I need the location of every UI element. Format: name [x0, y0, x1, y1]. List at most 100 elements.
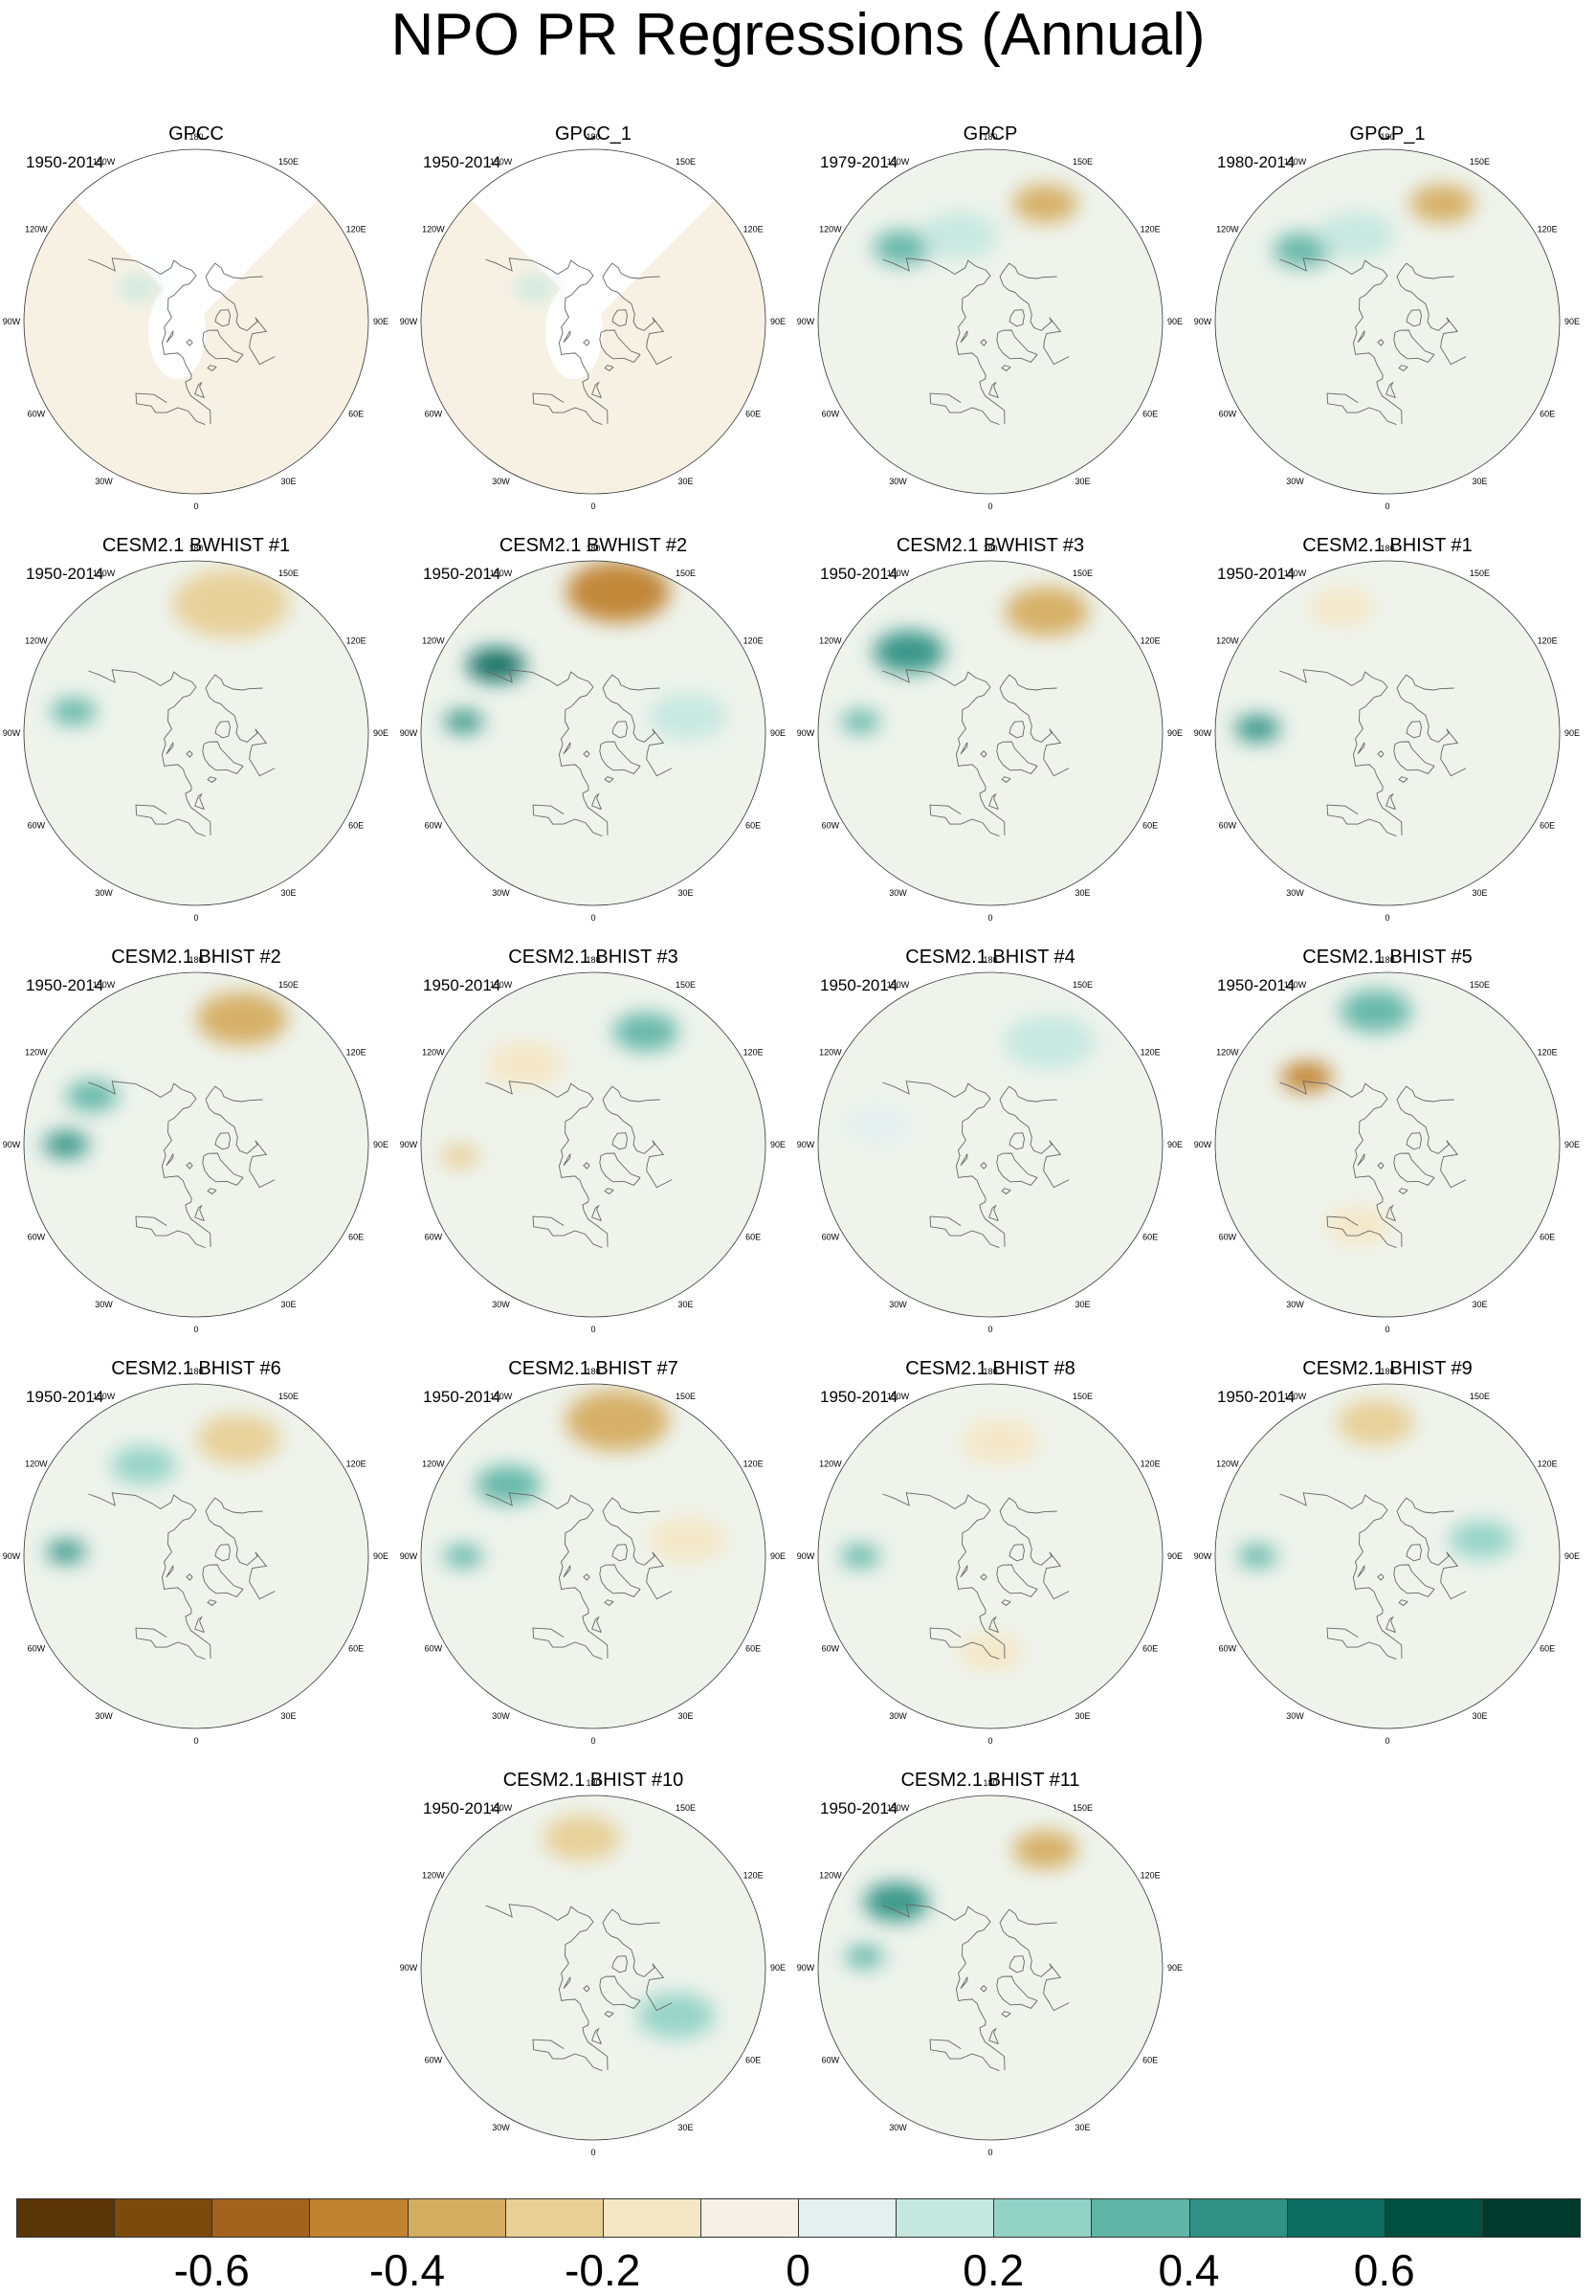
missing-data-region: [545, 283, 603, 379]
longitude-label: 150W: [93, 980, 116, 990]
coastline: [207, 365, 217, 371]
anomaly-feature: [1449, 1520, 1515, 1559]
coastline: [88, 1492, 211, 1659]
longitude-label: 120E: [1141, 225, 1161, 234]
coastline: [1406, 1132, 1422, 1150]
longitude-label: 60E: [1540, 821, 1555, 831]
map-border: [1214, 1383, 1561, 1729]
coastline: [205, 276, 276, 366]
longitude-label: 120W: [1216, 225, 1239, 234]
longitude-label: 180: [586, 1778, 600, 1788]
coastline: [485, 1492, 609, 1659]
anomaly-feature: [66, 1081, 119, 1112]
longitude-label: 60W: [28, 1644, 46, 1654]
colorbar-box: [1286, 2198, 1385, 2238]
longitude-label: 60E: [1142, 1233, 1158, 1242]
map-panel: GPCP 1979-2014 180 150E 120E 90E 60E 30E 0 30W 60W…: [797, 123, 1183, 524]
longitude-label: 90E: [1167, 317, 1183, 326]
anomaly-feature: [1273, 233, 1332, 268]
coastline: [563, 1565, 571, 1578]
longitude-label: 150E: [676, 157, 696, 167]
colorbar-tick-label: 0.2: [963, 2245, 1025, 2295]
map-panel: GPCC_1 1950-2014 180 150E 120E 90E 60E 30E 0 30W 6…: [400, 123, 786, 524]
longitude-label: 60W: [425, 1233, 443, 1242]
longitude-label: 30W: [1286, 477, 1304, 486]
coastline: [1385, 1616, 1396, 1634]
coastline: [960, 330, 968, 344]
colorbar-box: [896, 2198, 995, 2238]
anomaly-feature: [1234, 715, 1280, 743]
panel-title: CESM2.1 BWHIST #1: [101, 535, 291, 556]
colorbar-tick-label: 0.4: [1158, 2245, 1220, 2295]
colorbar-box: [993, 2198, 1093, 2238]
coastline: [1279, 257, 1403, 424]
coastline: [882, 1492, 1006, 1659]
coastline: [563, 742, 571, 755]
longitude-label: 30E: [677, 1711, 693, 1721]
colorbar-tick-label: 0: [786, 2245, 810, 2295]
polar-map: 180 150E 120E 90E 60E 30E 0 30W 60W 90W 120W 150W: [400, 132, 786, 511]
anomaly-feature: [440, 1145, 479, 1169]
anomaly-feature: [51, 698, 97, 725]
longitude-label: 30E: [1075, 2123, 1090, 2132]
coastline: [882, 1904, 1006, 2070]
longitude-label: 0: [193, 1736, 198, 1746]
longitude-label: 150W: [887, 980, 910, 990]
coastline: [1377, 750, 1385, 758]
coastline: [1396, 276, 1467, 366]
coastline: [1279, 1081, 1403, 1247]
longitude-label: 30E: [280, 477, 296, 486]
longitude-label: 30W: [889, 888, 907, 898]
longitude-label: 150W: [1284, 1392, 1307, 1401]
longitude-label: 120W: [422, 1871, 445, 1881]
coastline: [599, 1152, 641, 1186]
map-background: [1215, 149, 1560, 494]
longitude-label: 180: [983, 955, 997, 965]
map-background: [24, 561, 368, 905]
longitude-label: 60W: [425, 1644, 443, 1654]
longitude-label: 90W: [400, 1551, 418, 1561]
panel-period: 1950-2014: [26, 565, 104, 583]
longitude-label: 90E: [1564, 728, 1580, 738]
longitude-label: 180: [983, 544, 997, 553]
longitude-label: 120W: [819, 636, 842, 646]
longitude-label: 90E: [1564, 317, 1580, 326]
coastline: [929, 1627, 1000, 1661]
longitude-label: 60E: [1540, 410, 1555, 419]
longitude-label: 120E: [1538, 225, 1558, 234]
anomaly-feature: [612, 1013, 678, 1052]
coastline: [980, 1162, 987, 1170]
longitude-label: 60W: [1219, 410, 1237, 419]
colorbar-box: [1481, 2198, 1581, 2238]
polar-map: 180 150E 120E 90E 60E 30E 0 30W 60W 90W 120W 150W: [797, 955, 1183, 1334]
longitude-label: 180: [586, 544, 600, 553]
longitude-label: 30E: [1075, 888, 1090, 898]
coastline: [583, 1573, 590, 1581]
longitude-label: 90W: [1194, 728, 1212, 738]
anomaly-feature: [444, 710, 483, 734]
coastline: [611, 309, 628, 327]
longitude-label: 30E: [1075, 1300, 1090, 1309]
coastline: [1326, 1215, 1397, 1249]
coastline: [996, 1152, 1038, 1186]
anomaly-feature: [1309, 588, 1375, 627]
longitude-label: 90E: [373, 1140, 388, 1149]
coastline: [1393, 741, 1435, 774]
longitude-label: 0: [1385, 502, 1389, 511]
longitude-label: 150W: [490, 1803, 513, 1813]
longitude-label: 30W: [95, 477, 113, 486]
panel-title: CESM2.1 BHIST #9: [1302, 1358, 1473, 1379]
longitude-label: 0: [590, 502, 595, 511]
map-panel: CESM2.1 BHIST #6 1950-2014 180 150E 120E 90E 6…: [3, 1357, 388, 1759]
longitude-label: 0: [1385, 1325, 1389, 1334]
longitude-label: 30W: [95, 1711, 113, 1721]
coastline: [980, 750, 987, 758]
map-border: [1214, 971, 1561, 1318]
map-background: [421, 972, 765, 1317]
map-border: [23, 148, 369, 495]
longitude-label: 60E: [1142, 410, 1158, 419]
longitude-label: 90W: [1194, 1140, 1212, 1149]
longitude-label: 30W: [492, 2123, 510, 2132]
coastline: [591, 1204, 602, 1222]
longitude-label: 90W: [400, 317, 418, 326]
